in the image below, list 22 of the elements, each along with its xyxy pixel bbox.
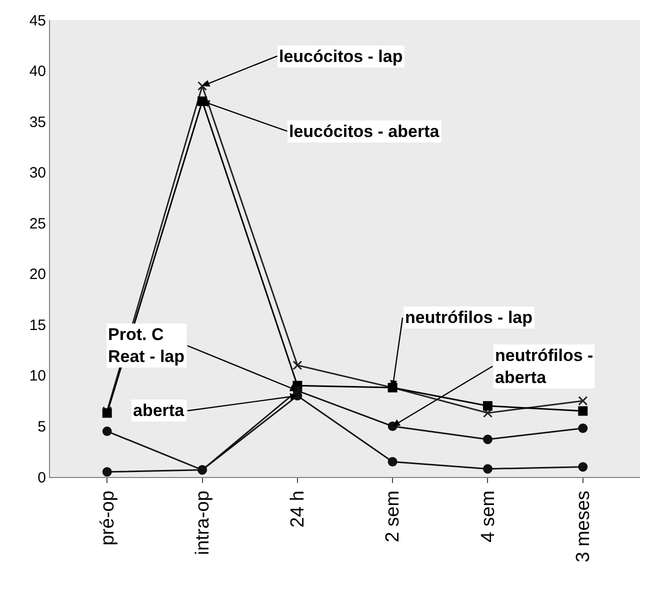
x-tick-label: intra-op xyxy=(192,490,214,556)
annotation: leucócitos - aberta xyxy=(289,122,440,141)
x-tick-label: 2 sem xyxy=(382,490,404,542)
y-tick-label: 30 xyxy=(29,164,46,182)
y-tick-label: 40 xyxy=(29,63,46,80)
annotation: Prot. C Reat - lap xyxy=(108,325,185,366)
y-tick-label: 10 xyxy=(29,368,46,385)
y-tick-label: 20 xyxy=(29,266,46,284)
annotation: neutrófilos - aberta xyxy=(495,346,594,388)
annotation: aberta xyxy=(133,401,185,420)
y-tick-label: 35 xyxy=(29,114,46,131)
x-tick-label: 4 sem xyxy=(478,490,499,542)
y-tick-label: 5 xyxy=(38,418,46,436)
annotation: leucócitos - lap xyxy=(279,47,403,66)
y-tick-label: 45 xyxy=(29,12,46,30)
annotation: neutrófilos - lap xyxy=(405,308,532,327)
x-tick-label: 24 h xyxy=(288,490,309,528)
x-tick-label: 3 meses xyxy=(573,490,594,562)
y-tick-label: 15 xyxy=(29,316,46,334)
y-tick-label: 0 xyxy=(38,469,46,486)
y-tick-label: 25 xyxy=(29,215,46,232)
x-tick-label: pré-op xyxy=(97,490,118,546)
